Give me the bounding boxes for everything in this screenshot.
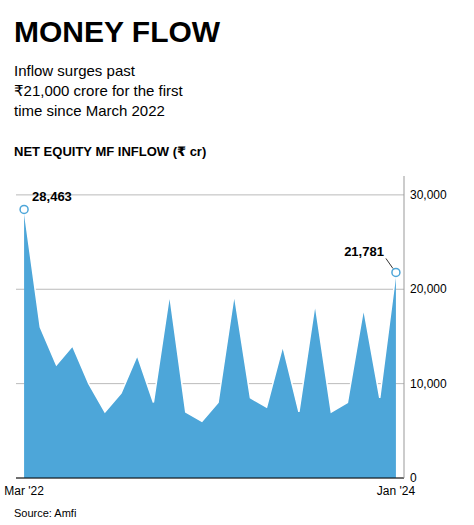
subtitle: Inflow surges past ₹21,000 crore for the … — [14, 62, 184, 119]
source: Source: Amfi — [14, 507, 76, 519]
line — [24, 209, 396, 421]
annotation: 21,781 — [344, 244, 384, 259]
grid-line — [16, 194, 404, 195]
subtitle-line: time since March 2022 — [14, 102, 165, 119]
annotation: 28,463 — [32, 189, 72, 204]
x-tick-label: Jan '24 — [377, 484, 416, 498]
subtitle-line: Inflow surges past — [14, 62, 136, 79]
y-tick-label: 20,000 — [410, 282, 447, 296]
chart: MONEY FLOW Inflow surges past ₹21,000 cror… — [0, 0, 474, 525]
point-marker — [392, 268, 400, 276]
y-tick-label: 10,000 — [410, 377, 447, 391]
y-tick-label: 0 — [410, 471, 417, 485]
area — [24, 209, 396, 478]
x-axis-line — [16, 478, 404, 479]
grid-line — [16, 289, 404, 290]
y-label: NET EQUITY MF INFLOW (₹ cr) — [14, 144, 206, 159]
plot-area — [24, 209, 396, 478]
title: MONEY FLOW — [14, 15, 221, 48]
y-axis-line — [404, 176, 405, 478]
y-tick-label: 30,000 — [410, 188, 447, 202]
annotation-leader — [386, 258, 393, 268]
grid-line — [16, 478, 404, 479]
x-tick-label: Mar '22 — [4, 484, 44, 498]
point-marker — [20, 205, 28, 213]
subtitle-line: ₹21,000 crore for the first — [14, 82, 184, 99]
